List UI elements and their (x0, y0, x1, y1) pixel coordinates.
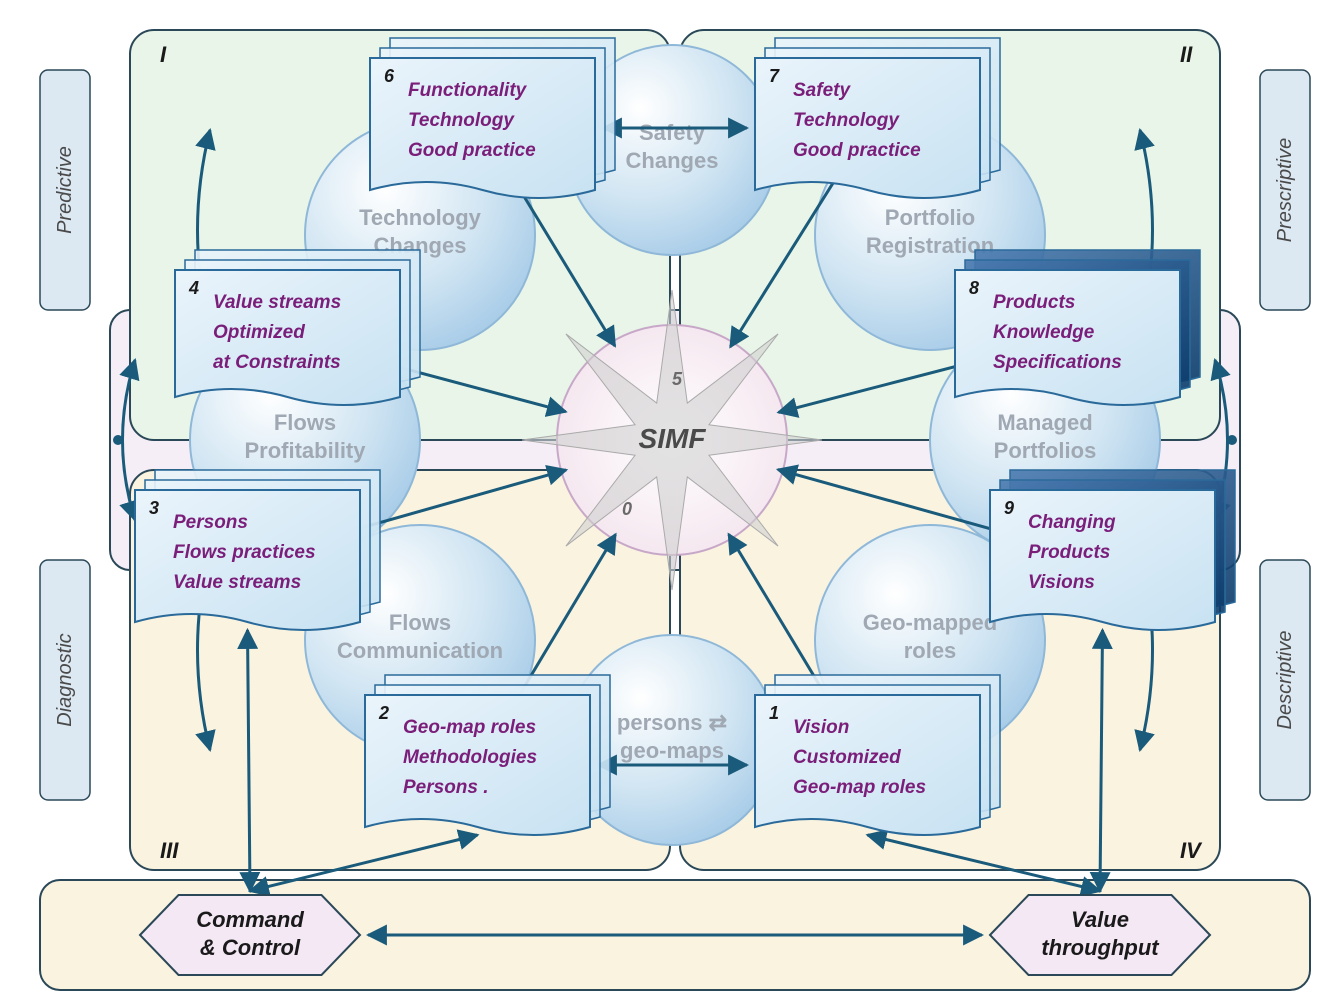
card-text-6-0: Functionality (408, 80, 528, 101)
bubble-label-flows-prof-0: Flows (274, 410, 336, 435)
bubble-label-safety-0: Safety (639, 120, 706, 145)
bubble-label-geo-roles-1: roles (904, 638, 957, 663)
quad-label-I: I (160, 42, 167, 67)
card-3: 3 Persons Flows practices Value streams (135, 470, 380, 630)
card-text-9-0: Changing (1028, 512, 1116, 533)
card-text-4-0: Value streams (213, 292, 341, 313)
bubble-label-managed-0: Managed (997, 410, 1092, 435)
hex-text-value-0: Value (1071, 907, 1129, 932)
bubble-label-geo-roles-0: Geo-mapped (863, 610, 997, 635)
card-text-8-1: Knowledge (993, 322, 1095, 343)
bubble-label-managed-1: Portfolios (994, 438, 1097, 463)
card-text-3-1: Flows practices (173, 542, 316, 563)
hex-text-value-1: throughput (1041, 935, 1160, 960)
card-text-1-2: Geo-map roles (793, 777, 926, 798)
card-8: 8 Products Knowledge Specifications (955, 250, 1200, 405)
side-label-descriptive: Descriptive (1274, 631, 1296, 730)
bubble-label-persons-0: persons ⇄ (617, 710, 727, 735)
quad-label-IV: IV (1180, 838, 1203, 863)
card-num-6: 6 (384, 66, 395, 86)
card-text-2-1: Methodologies (403, 747, 537, 768)
side-label-predictive: Predictive (54, 146, 76, 234)
hex-text-command-1: & Control (200, 935, 301, 960)
bubble-label-flows-prof-1: Profitability (244, 438, 366, 463)
card-4: 4 Value streams Optimized at Constraints (175, 250, 420, 405)
card-num-1: 1 (769, 703, 779, 723)
card-text-3-2: Value streams (173, 572, 301, 593)
arc-dot-left (113, 435, 123, 445)
card-text-7-1: Technology (793, 110, 900, 131)
card-text-8-0: Products (993, 292, 1075, 313)
center-label: SIMF (639, 423, 707, 454)
card-text-7-2: Good practice (793, 140, 921, 161)
card-text-1-0: Vision (793, 717, 849, 738)
card-text-6-2: Good practice (408, 140, 536, 161)
bubble-label-technology-0: Technology (359, 205, 482, 230)
card-text-8-2: Specifications (993, 352, 1122, 373)
side-label-diagnostic: Diagnostic (54, 633, 76, 726)
bubble-label-safety-1: Changes (626, 148, 719, 173)
card-num-2: 2 (378, 703, 389, 723)
card-2: 2 Geo-map roles Methodologies Persons . (365, 675, 610, 835)
card-num-3: 3 (149, 498, 159, 518)
card-text-4-1: Optimized (213, 322, 305, 343)
card-7: 7 Safety Technology Good practice (755, 38, 1000, 198)
card-num-7: 7 (769, 66, 780, 86)
card-1: 1 Vision Customized Geo-map roles (755, 675, 1000, 835)
bubble-label-persons-1: geo-maps (620, 738, 724, 763)
card-text-2-0: Geo-map roles (403, 717, 536, 738)
card-text-7-0: Safety (793, 80, 851, 101)
bubble-label-flows-comm-0: Flows (389, 610, 451, 635)
card-text-1-1: Customized (793, 747, 901, 768)
hex-text-command-0: Command (196, 907, 304, 932)
card-num-8: 8 (969, 278, 979, 298)
card-6: 6 Functionality Technology Good practice (370, 38, 615, 198)
card-num-4: 4 (188, 278, 199, 298)
card-text-9-1: Products (1028, 542, 1110, 563)
card-text-9-2: Visions (1028, 572, 1095, 593)
center-n0: 0 (622, 499, 632, 519)
card-text-2-2: Persons . (403, 777, 489, 798)
card-text-4-2: at Constraints (213, 352, 341, 373)
center-n5: 5 (672, 369, 683, 389)
card-text-3-0: Persons (173, 512, 248, 533)
card-9: 9 Changing Products Visions (990, 470, 1235, 630)
side-label-prescriptive: Prescriptive (1274, 138, 1296, 242)
card-text-6-1: Technology (408, 110, 515, 131)
bubble-label-portfolio-0: Portfolio (885, 205, 975, 230)
card-num-9: 9 (1004, 498, 1014, 518)
bubble-label-flows-comm-1: Communication (337, 638, 503, 663)
quad-label-III: III (160, 838, 179, 863)
quad-label-II: II (1180, 42, 1193, 67)
arc-dot-right (1227, 435, 1237, 445)
